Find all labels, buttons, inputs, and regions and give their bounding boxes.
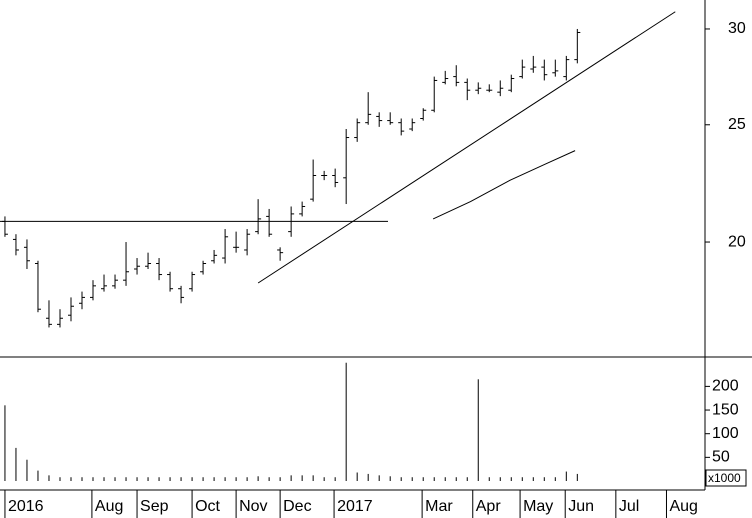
unit-label: x1000 <box>708 471 741 485</box>
x-tick-label: Sep <box>140 498 169 515</box>
y-tick-label: 50 <box>712 449 730 466</box>
x-tick-label: Dec <box>283 498 311 515</box>
y-tick-label: 25 <box>728 116 746 133</box>
x-tick-label: Jul <box>619 498 639 515</box>
x-tick-label: Jun <box>568 498 594 515</box>
x-tick-label: Apr <box>476 498 502 515</box>
y-tick-label: 20 <box>728 233 746 250</box>
x-tick-label: 2017 <box>337 498 373 515</box>
x-tick-label: Oct <box>195 498 220 515</box>
trend-line <box>432 150 576 220</box>
x-tick-label: Nov <box>239 498 267 515</box>
y-tick-label: 30 <box>728 20 746 37</box>
unit-box <box>705 469 747 487</box>
trend-line <box>257 11 676 284</box>
x-tick-label: Mar <box>425 498 453 515</box>
y-tick-label: 100 <box>712 425 739 442</box>
x-tick-label: Aug <box>669 498 697 515</box>
y-tick-label: 150 <box>712 401 739 418</box>
x-tick-label: Aug <box>95 498 123 515</box>
x-tick-label: May <box>523 498 553 515</box>
x-tick-label: 2016 <box>8 498 44 515</box>
y-tick-label: 200 <box>712 378 739 395</box>
